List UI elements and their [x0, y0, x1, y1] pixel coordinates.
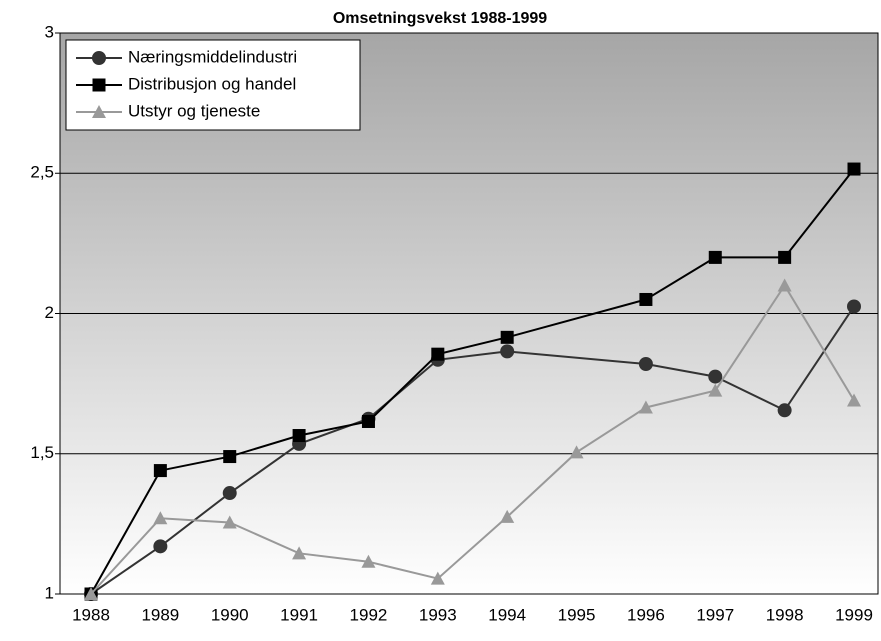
marker — [639, 292, 653, 306]
marker — [222, 486, 237, 501]
marker — [708, 383, 723, 397]
x-tick-label: 1990 — [211, 605, 249, 624]
marker — [778, 250, 792, 264]
marker — [708, 250, 722, 264]
marker — [223, 450, 237, 464]
marker — [500, 344, 515, 359]
marker — [847, 299, 861, 314]
chart-title: Omsetningsvekst 1988-1999 — [333, 10, 547, 27]
marker — [430, 571, 445, 585]
legend-label: Distribusjon og handel — [128, 74, 296, 93]
marker — [292, 546, 307, 560]
x-tick-label: 1989 — [141, 605, 179, 624]
x-tick-label: 1991 — [280, 605, 318, 624]
x-tick-label: 1994 — [488, 605, 526, 624]
x-tick-label: 1999 — [835, 605, 873, 624]
legend: Næringsmiddelindustri Distribusjon og han… — [65, 39, 361, 131]
series-line — [90, 283, 855, 595]
marker — [292, 429, 306, 443]
marker — [708, 369, 723, 384]
marker — [777, 403, 792, 418]
marker — [500, 330, 514, 344]
marker — [569, 445, 584, 459]
x-tick-label: 1988 — [72, 605, 110, 624]
x-tick-label: 1992 — [350, 605, 388, 624]
marker — [847, 393, 861, 407]
legend-box — [65, 39, 361, 131]
y-tick-label: 1,5 — [30, 443, 54, 462]
y-tick-label: 3 — [45, 22, 54, 41]
x-tick-label: 1997 — [696, 605, 734, 624]
marker — [847, 162, 861, 176]
legend-marker — [92, 105, 106, 118]
y-tick-label: 1 — [45, 583, 54, 602]
legend-marker — [92, 78, 106, 92]
x-tick-label: 1996 — [627, 605, 665, 624]
marker — [431, 347, 445, 361]
legend-label: Næringsmiddelindustri — [128, 47, 297, 66]
marker — [153, 464, 167, 478]
legend-label: Utstyr og tjeneste — [128, 101, 260, 120]
legend-marker — [92, 51, 106, 65]
marker — [84, 587, 98, 600]
y-tick-label: 2 — [45, 303, 54, 322]
marker — [638, 400, 653, 414]
x-tick-label: 1995 — [558, 605, 596, 624]
marker — [500, 509, 515, 523]
marker — [361, 554, 376, 568]
marker — [361, 414, 375, 428]
marker — [153, 511, 168, 525]
x-tick-label: 1998 — [766, 605, 804, 624]
marker — [222, 515, 237, 529]
marker — [777, 278, 792, 292]
y-tick-label: 2,5 — [30, 163, 54, 182]
marker — [638, 356, 653, 371]
x-tick-label: 1993 — [419, 605, 457, 624]
marker — [153, 539, 168, 554]
